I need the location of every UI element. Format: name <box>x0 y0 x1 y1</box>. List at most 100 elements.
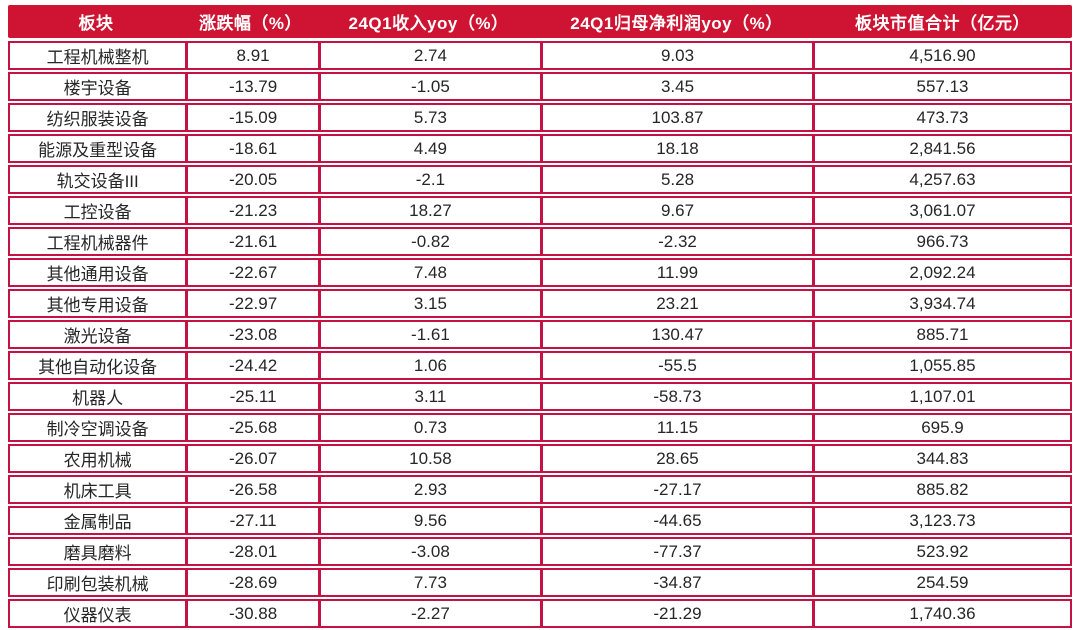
table-body: 工程机械整机 8.91 2.74 9.03 4,516.90 楼宇设备 -13.79 -1.0… <box>8 41 1072 628</box>
sector-cell: 金属制品 <box>63 513 132 532</box>
value-cell: 103.87 <box>540 105 812 130</box>
column-header: 板块 <box>78 14 114 33</box>
value-cell: 1.06 <box>317 353 540 378</box>
value-cell: -3.08 <box>317 539 540 564</box>
value-cell: 130.47 <box>540 322 812 347</box>
sector-cell: 工程机械整机 <box>46 48 149 67</box>
table-row: 工程机械器件 -21.61 -0.82 -2.32 966.73 <box>8 227 1072 256</box>
value-cell: -34.87 <box>540 570 812 595</box>
value-cell: 1,055.85 <box>811 353 1070 378</box>
value-cell: -44.65 <box>540 508 812 533</box>
value-cell: 3,123.73 <box>811 508 1070 533</box>
table-row: 其他通用设备 -22.67 7.48 11.99 2,092.24 <box>8 258 1072 287</box>
value-cell: -25.11 <box>185 384 318 409</box>
table-row: 其他专用设备 -22.97 3.15 23.21 3,934.74 <box>8 289 1072 318</box>
column-header: 24Q1收入yoy（%） <box>348 14 509 33</box>
table-row: 农用机械 -26.07 10.58 28.65 344.83 <box>8 444 1072 473</box>
sector-cell: 磨具磨料 <box>63 544 132 563</box>
value-cell: 5.28 <box>540 167 812 192</box>
value-cell: 2.93 <box>317 477 540 502</box>
value-cell: 523.92 <box>811 539 1070 564</box>
value-cell: 10.58 <box>317 446 540 471</box>
value-cell: 344.83 <box>811 446 1070 471</box>
value-cell: -21.29 <box>540 601 812 626</box>
table-row: 纺织服装设备 -15.09 5.73 103.87 473.73 <box>8 103 1072 132</box>
value-cell: 966.73 <box>811 229 1070 254</box>
value-cell: 7.73 <box>317 570 540 595</box>
sector-cell: 其他专用设备 <box>46 296 149 315</box>
value-cell: 254.59 <box>811 570 1070 595</box>
sector-cell: 轨交设备III <box>56 172 139 191</box>
sector-cell: 能源及重型设备 <box>38 141 158 160</box>
value-cell: -0.82 <box>317 229 540 254</box>
table-row: 工控设备 -21.23 18.27 9.67 3,061.07 <box>8 196 1072 225</box>
value-cell: 3.45 <box>540 74 812 99</box>
value-cell: 11.99 <box>540 260 812 285</box>
value-cell: -15.09 <box>185 105 318 130</box>
sector-cell: 其他通用设备 <box>46 265 149 284</box>
value-cell: -27.17 <box>540 477 812 502</box>
table-row: 轨交设备III -20.05 -2.1 5.28 4,257.63 <box>8 165 1072 194</box>
value-cell: 885.82 <box>811 477 1070 502</box>
table-row: 工程机械整机 8.91 2.74 9.03 4,516.90 <box>8 41 1072 70</box>
value-cell: 3,934.74 <box>811 291 1070 316</box>
value-cell: 9.67 <box>540 198 812 223</box>
sector-cell: 其他自动化设备 <box>38 358 158 377</box>
value-cell: -26.58 <box>185 477 318 502</box>
value-cell: -2.1 <box>317 167 540 192</box>
value-cell: -21.23 <box>185 198 318 223</box>
value-cell: 9.03 <box>540 43 812 68</box>
column-header: 板块市值合计（亿元） <box>855 14 1030 33</box>
value-cell: 1,740.36 <box>811 601 1070 626</box>
table-row: 能源及重型设备 -18.61 4.49 18.18 2,841.56 <box>8 134 1072 163</box>
table-row: 金属制品 -27.11 9.56 -44.65 3,123.73 <box>8 506 1072 535</box>
sector-cell: 机床工具 <box>63 482 132 501</box>
value-cell: -21.61 <box>185 229 318 254</box>
value-cell: 557.13 <box>811 74 1070 99</box>
value-cell: 2,841.56 <box>811 136 1070 161</box>
table-row: 仪器仪表 -30.88 -2.27 -21.29 1,740.36 <box>8 599 1072 628</box>
value-cell: -55.5 <box>540 353 812 378</box>
value-cell: -1.61 <box>317 322 540 347</box>
value-cell: 18.18 <box>540 136 812 161</box>
value-cell: 3.15 <box>317 291 540 316</box>
table-row: 激光设备 -23.08 -1.61 130.47 885.71 <box>8 320 1072 349</box>
table-row: 机床工具 -26.58 2.93 -27.17 885.82 <box>8 475 1072 504</box>
value-cell: 4,257.63 <box>811 167 1070 192</box>
table-row: 其他自动化设备 -24.42 1.06 -55.5 1,055.85 <box>8 351 1072 380</box>
value-cell: -28.01 <box>185 539 318 564</box>
column-header: 涨跌幅（%） <box>198 14 303 33</box>
sector-cell: 楼宇设备 <box>63 79 132 98</box>
sector-cell: 工控设备 <box>63 203 132 222</box>
value-cell: -22.67 <box>185 260 318 285</box>
value-cell: -2.32 <box>540 229 812 254</box>
sector-cell: 仪器仪表 <box>63 606 132 625</box>
value-cell: 695.9 <box>811 415 1070 440</box>
value-cell: -26.07 <box>185 446 318 471</box>
sector-cell: 制冷空调设备 <box>46 420 149 439</box>
column-header: 24Q1归母净利润yoy（%） <box>570 14 783 33</box>
value-cell: -22.97 <box>185 291 318 316</box>
sector-cell: 机器人 <box>72 389 124 408</box>
table-row: 制冷空调设备 -25.68 0.73 11.15 695.9 <box>8 413 1072 442</box>
sector-cell: 印刷包装机械 <box>46 575 149 594</box>
value-cell: 4.49 <box>317 136 540 161</box>
value-cell: -20.05 <box>185 167 318 192</box>
value-cell: -27.11 <box>185 508 318 533</box>
value-cell: 7.48 <box>317 260 540 285</box>
sector-cell: 工程机械器件 <box>46 234 149 253</box>
table-header-row: 板块 涨跌幅（%） 24Q1收入yoy（%） 24Q1归母净利润yoy（%） 板块市值合… <box>8 5 1072 38</box>
value-cell: -1.05 <box>317 74 540 99</box>
value-cell: 23.21 <box>540 291 812 316</box>
value-cell: 885.71 <box>811 322 1070 347</box>
value-cell: -58.73 <box>540 384 812 409</box>
value-cell: -18.61 <box>185 136 318 161</box>
value-cell: 3.11 <box>317 384 540 409</box>
value-cell: 28.65 <box>540 446 812 471</box>
value-cell: 2,092.24 <box>811 260 1070 285</box>
value-cell: -13.79 <box>185 74 318 99</box>
value-cell: 1,107.01 <box>811 384 1070 409</box>
value-cell: 473.73 <box>811 105 1070 130</box>
sector-cell: 农用机械 <box>63 451 132 470</box>
